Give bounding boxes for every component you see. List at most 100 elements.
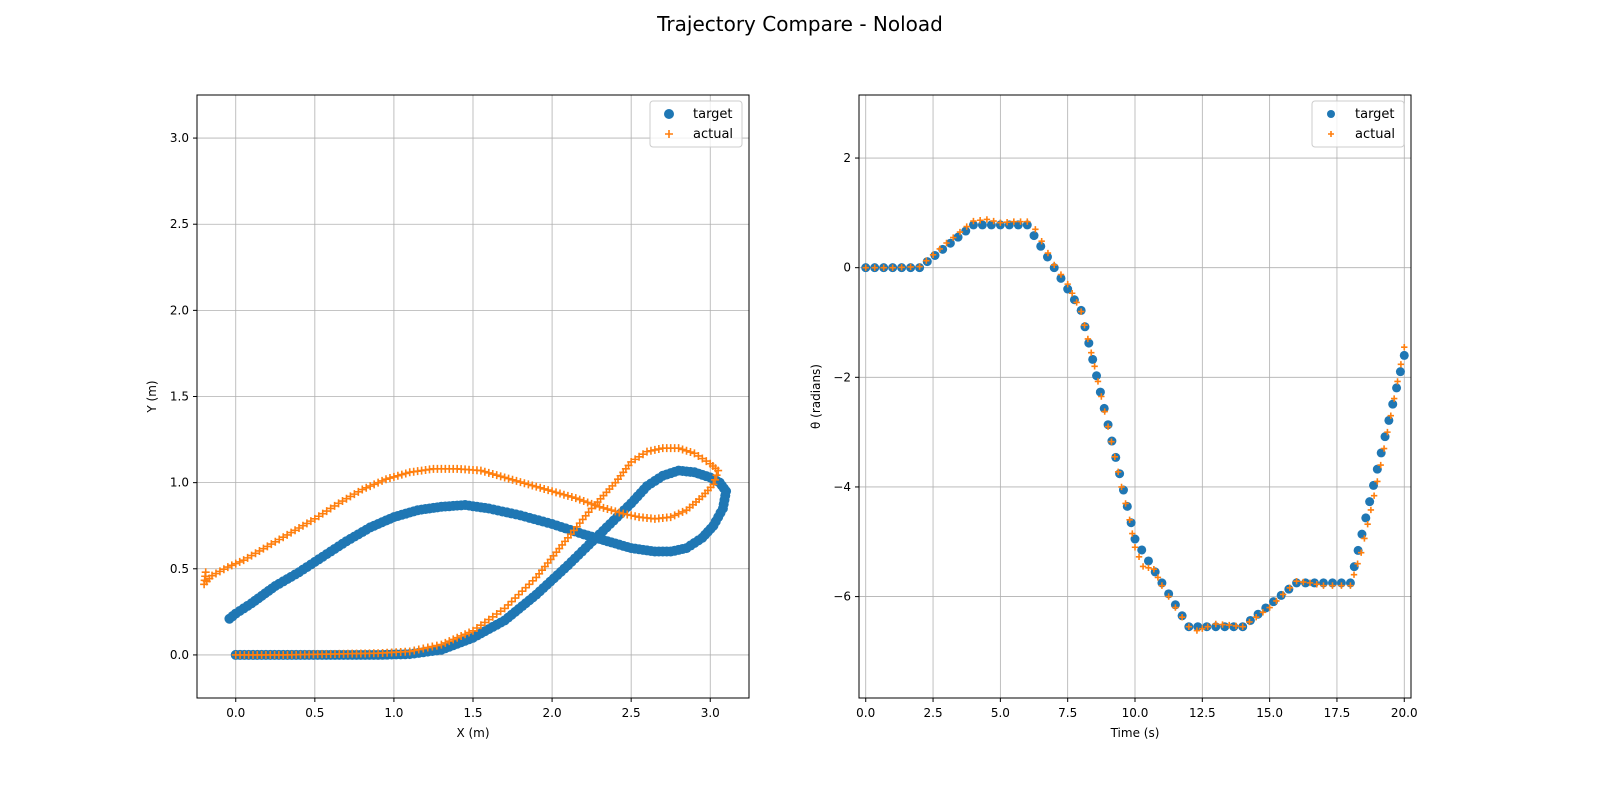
theta-actual-point [1390,395,1398,402]
xy-actual-point [393,471,402,480]
theta-actual-point [1118,483,1125,491]
theta-actual-point [950,234,957,241]
theta-actual-point [907,263,914,271]
theta-actual-point [1226,621,1233,629]
theta-actual-point [1077,308,1085,315]
xy-actual-point [603,505,612,514]
theta-legend-target-symbol [1327,110,1335,118]
theta-actual-point [1139,563,1147,570]
xy-actual-point [642,447,651,456]
xy-actual-point [397,470,406,479]
theta-actual-point [1154,574,1162,581]
theta-target-point [1084,338,1094,348]
xy-actual-point [378,476,387,485]
xy-actual-point [627,511,636,520]
xy-x-tick-label: 1.5 [463,706,482,720]
theta-actual-point [1286,584,1294,592]
xy-actual-point [201,568,210,577]
theta-x-axis-label: Time (s) [1110,726,1160,740]
xy-actual-point [674,509,683,518]
xy-actual-point [504,474,513,483]
xy-actual-point [710,475,719,484]
theta-grid [859,95,1411,698]
xy-actual-point [682,506,691,515]
theta-target-point [1115,469,1125,479]
theta-target-point [922,257,932,267]
xy-actual-point [646,446,655,455]
theta-actual-point [1279,591,1287,598]
theta-actual-point [929,251,937,258]
theta-actual-point [880,264,887,271]
theta-actual-point [916,263,923,270]
xy-actual-point [631,512,640,521]
theta-target-point [1143,556,1153,566]
theta-actual-point [1354,560,1361,567]
theta-actual-point [1361,535,1368,542]
theta-actual-point [1219,621,1226,628]
theta-actual-point [1017,218,1024,225]
theta-actual-point [1380,445,1388,452]
xy-x-tick-label: 3.0 [701,706,720,720]
xy-actual-point [615,508,624,517]
theta-target-point [1395,367,1405,377]
theta-legend-actual-symbol [1328,131,1334,137]
xy-actual-point [555,489,564,498]
xy-actual-point [445,637,454,646]
xy-legend-target-label: target [693,107,733,122]
xy-actual-point [414,645,423,654]
theta-actual-point [1088,349,1095,356]
theta-target-point [1284,584,1294,594]
theta-actual-point [1347,582,1354,589]
theta-actual-point [1051,261,1058,269]
theta-actual-point [1338,582,1345,589]
xy-x-axis-label: X (m) [456,726,489,740]
xy-actual-point [635,513,644,522]
theta-actual-point [1010,218,1018,225]
theta-actual-point [1038,237,1045,245]
xy-actual-point [441,638,450,647]
theta-target-point [1229,622,1239,632]
xy-actual-point [591,501,600,510]
xy-actual-point [366,482,375,491]
theta-legend-actual-label: actual [1355,127,1395,142]
theta-actual-point [1101,408,1108,415]
theta-target-point [1022,220,1032,230]
xy-actual-point [579,497,588,506]
theta-target-point [1056,273,1066,283]
theta-actual-point [1129,530,1136,537]
xy-actual-point [461,630,470,639]
xy-actual-point [587,499,596,508]
theta-actual-point [976,217,984,224]
theta-actual-point [1068,290,1076,297]
xy-actual-point [712,471,721,480]
theta-actual-point [936,245,943,253]
theta-target-point [1042,252,1052,262]
theta-target-point [1092,371,1102,381]
xy-actual-point [532,482,541,491]
theta-legend: target actual [1311,100,1405,148]
theta-actual-point [889,264,896,271]
xy-actual-point [465,628,474,637]
theta-x-tick-label: 15.0 [1256,706,1283,720]
xy-actual-point [567,493,576,501]
xy-actual-point [480,467,489,476]
xy-actual-point [382,475,391,484]
theta-target-point [1095,387,1105,397]
xy-target-point [224,613,235,624]
xy-actual-point [496,472,505,481]
theta-target-point [977,220,987,230]
theta-legend-actual-marker [1328,131,1334,137]
theta-y-tick-label: −6 [833,590,851,604]
theta-actual-point [1204,623,1211,630]
theta-actual-point [997,219,1004,226]
theta-actual-point [1350,571,1358,578]
theta-actual-point [862,264,869,271]
theta-actual-point [1185,623,1193,630]
xy-actual-point [552,488,561,497]
xy-legend: target actual [649,100,743,148]
xy-x-tick-label: 1.0 [384,706,403,720]
theta-actual-point [1364,521,1371,528]
theta-target-point [1063,284,1073,294]
theta-actual-point [1401,343,1408,351]
xy-legend-actual-marker [665,130,673,138]
